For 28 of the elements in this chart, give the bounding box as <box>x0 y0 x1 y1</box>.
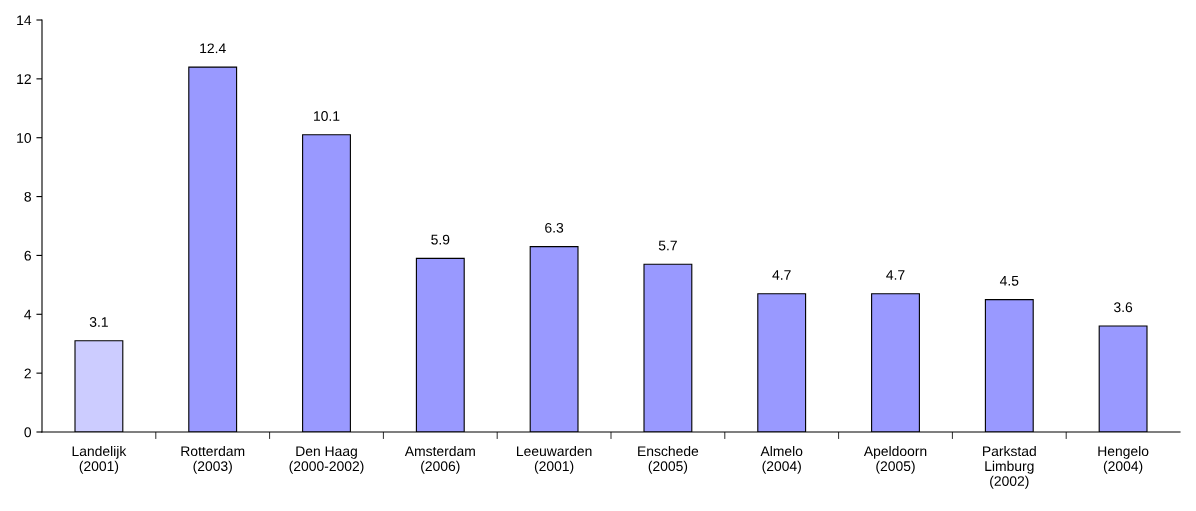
x-tick-label: Landelijk (2001) <box>72 445 127 474</box>
x-tick-label: Apeldoorn (2005) <box>863 445 927 474</box>
data-label: 3.1 <box>89 317 108 327</box>
y-tick-label: 8 <box>24 191 31 202</box>
data-label: 4.7 <box>772 270 791 280</box>
x-tick-label: Amsterdam (2006) <box>404 445 475 474</box>
x-tick-label: Den Haag (2000-2002) <box>289 446 364 474</box>
y-tick-label: 6 <box>24 250 31 261</box>
x-tick-label: Parkstad Limburg (2002) <box>983 445 1036 489</box>
data-label: 4.7 <box>886 270 905 280</box>
y-tick-label: 12 <box>17 74 31 84</box>
data-label: 12.4 <box>200 43 226 54</box>
data-label: 3.6 <box>1113 302 1133 313</box>
y-tick-label: 0 <box>24 427 32 438</box>
y-tick-label: 14 <box>17 15 32 26</box>
x-tick-label: Hengelo (2004) <box>1098 445 1149 474</box>
data-label: 4.5 <box>999 276 1019 286</box>
y-tick-label: 2 <box>24 368 31 379</box>
data-label: 5.9 <box>431 234 450 245</box>
data-label: 5.7 <box>658 240 677 251</box>
x-tick-label: Rotterdam (2003) <box>181 445 245 474</box>
x-tick-label: Enschede (2005) <box>638 445 699 474</box>
x-tick-label: Leeuwarden (2001) <box>517 445 592 474</box>
data-label: 6.3 <box>545 222 564 233</box>
y-tick-label: 4 <box>24 309 32 320</box>
x-tick-label: Almelo (2004) <box>760 445 803 474</box>
data-label: 10.1 <box>314 111 340 121</box>
y-tick-label: 10 <box>17 133 32 143</box>
